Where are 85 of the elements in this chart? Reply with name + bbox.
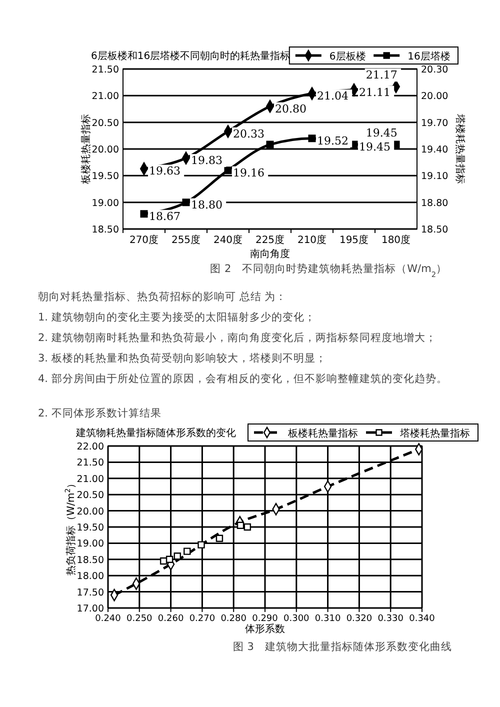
data-label: 18.80 <box>191 198 222 212</box>
y-tick-label: 20.00 <box>92 144 119 156</box>
caption: 图 2 不同朝向时势建筑物耗热量指标（W/m$_{2}$） <box>210 262 447 278</box>
y-tick-label: 18.50 <box>76 554 104 566</box>
y-tick-label: 21.00 <box>92 91 119 102</box>
x-tick-label: 240度 <box>213 234 243 246</box>
data-label: 19.45 <box>366 126 398 140</box>
text: 朝向对耗热量指标、热负荷招标的影响可 总结 为： <box>38 290 287 303</box>
chart-title: 建筑物耗热量指标随体形系数的变化 <box>75 427 236 439</box>
y-tick-label: 19.50 <box>76 522 104 534</box>
y2-tick-label: 20.00 <box>421 91 448 102</box>
data-label: 19.45 <box>359 140 390 154</box>
text: 3. 板楼的耗热量和热负荷受朝向影响较大，塔楼则不明显； <box>38 352 326 364</box>
data-label: 21.17 <box>366 68 398 82</box>
data-label: 21.04 <box>317 90 348 103</box>
x-tick-label: 195度 <box>339 234 369 246</box>
y-tick-label: 20.50 <box>92 118 119 129</box>
legend-label: 16层塔楼 <box>408 50 450 62</box>
y-tick-label: 21.50 <box>92 64 119 76</box>
x-tick-label: 0.310 <box>314 614 341 624</box>
y-tick-label: 19.00 <box>92 198 119 209</box>
x-tick-label: 0.250 <box>126 614 153 624</box>
legend-label: 6层板楼 <box>329 50 366 62</box>
y-tick-label: 18.50 <box>92 224 119 236</box>
y-tick-label: 20.50 <box>76 490 104 502</box>
x-tick-label: 0.330 <box>378 614 404 624</box>
y2-tick-label: 18.50 <box>421 224 448 236</box>
text: 2. 建筑物朝南时耗热量和热负荷最小，南向角度变化后，两指标祭同程度地增大； <box>38 331 436 344</box>
point <box>198 541 205 548</box>
data-label: 19.63 <box>149 164 180 178</box>
point <box>216 534 224 542</box>
y2-axis-title: 塔楼耗热量指标 <box>454 113 466 184</box>
y-tick-label: 19.50 <box>92 171 119 182</box>
data-label: 20.80 <box>275 102 306 116</box>
y2-tick-label: 19.40 <box>421 144 448 156</box>
chart-title: 6层板楼和16层塔楼不同朝向时的耗热量指标 <box>91 50 290 62</box>
x-tick-label: 0.270 <box>189 614 216 624</box>
point <box>140 210 148 218</box>
data-label: 21.11 <box>359 86 390 99</box>
x-axis-title: 南向角度 <box>250 248 290 260</box>
point <box>236 522 244 529</box>
y-tick-label: 20.00 <box>76 506 104 518</box>
text: 1. 建筑物朝向的变化主要为接受的太阳辐射多少的变化； <box>38 310 316 324</box>
point <box>184 548 191 555</box>
x-tick-label: 0.260 <box>158 614 184 624</box>
x-tick-label: 0.240 <box>95 614 122 624</box>
text: 2. 不同体形系数计算结果 <box>38 406 162 420</box>
legend-label: 塔楼耗热量指标 <box>399 428 470 440</box>
x-tick-label: 210度 <box>297 234 327 246</box>
y-tick-label: 18.00 <box>76 571 104 582</box>
y-axis-title: 板楼耗热量指标 <box>80 114 92 185</box>
data-label: 19.16 <box>233 166 264 180</box>
y2-tick-label: 20.30 <box>421 64 448 76</box>
x-tick-label: 255度 <box>171 234 201 246</box>
data-label: 18.67 <box>149 210 180 223</box>
point <box>244 523 252 531</box>
y-tick-label: 17.50 <box>76 587 104 598</box>
y2-tick-label: 19.10 <box>421 171 448 182</box>
y2-tick-label: 18.80 <box>421 198 448 209</box>
x-tick-label: 0.340 <box>409 614 436 624</box>
x-tick-label: 0.290 <box>252 614 278 624</box>
x-tick-label: 270度 <box>129 234 159 246</box>
text: 4. 部分房间由于所处位置的原因，会有相反的变化，但不影响整幢建筑的变化趋势。 <box>38 372 448 385</box>
y-tick-label: 22.00 <box>76 442 104 452</box>
y-tick-label: 21.00 <box>76 474 104 485</box>
data-label: 19.83 <box>191 154 222 168</box>
y-tick-label: 17.00 <box>76 604 104 614</box>
y2-tick-label: 19.70 <box>421 118 448 129</box>
point <box>166 556 174 563</box>
point <box>308 134 316 142</box>
y-tick-label: 19.00 <box>76 538 104 550</box>
x-tick-label: 0.300 <box>284 614 310 624</box>
point <box>182 198 190 206</box>
data-label: 20.33 <box>233 127 264 140</box>
point <box>224 166 232 174</box>
legend-label: 板楼耗热量指标 <box>287 428 358 440</box>
x-axis-title: 体形系数 <box>245 623 285 635</box>
y-tick-label: 21.50 <box>76 458 104 469</box>
point <box>266 140 274 148</box>
data-label: 19.52 <box>317 134 348 148</box>
x-tick-label: 225度 <box>255 234 285 246</box>
x-tick-label: 180度 <box>381 234 411 246</box>
caption: 图 3 建筑物大批量指标随体形系数变化曲线 <box>232 640 452 653</box>
x-tick-label: 0.280 <box>220 614 247 624</box>
x-tick-label: 0.320 <box>346 614 372 624</box>
